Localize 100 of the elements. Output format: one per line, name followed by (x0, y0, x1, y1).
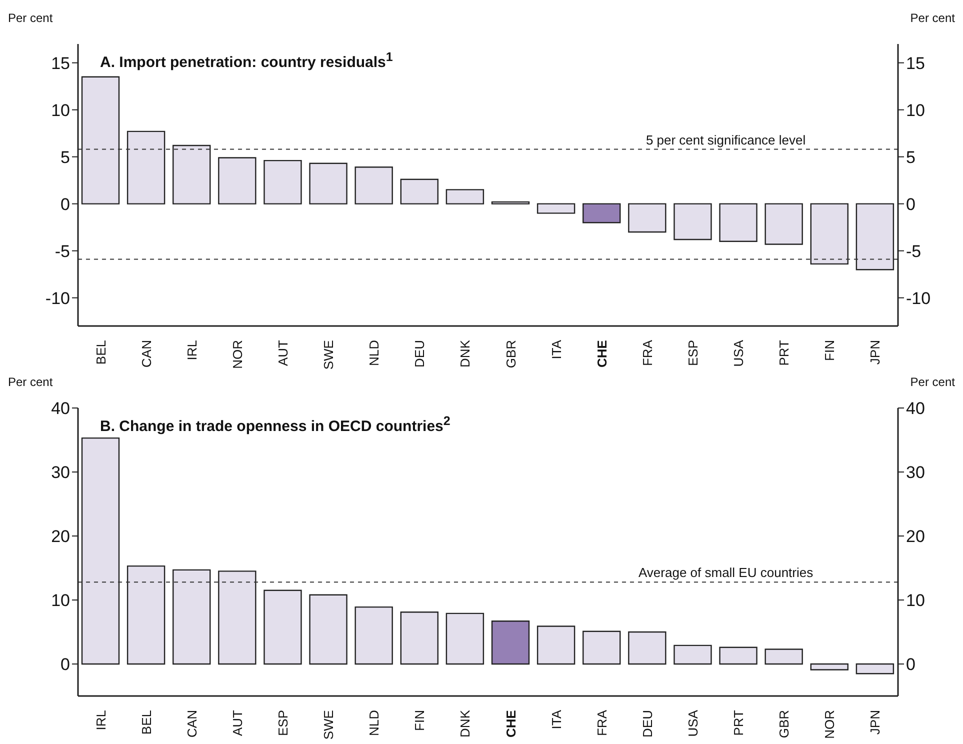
x-tick-label: USA (686, 710, 700, 737)
x-tick-label: FRA (640, 340, 655, 366)
x-tick-label: AUT (230, 710, 245, 736)
y2-tick-label: -10 (906, 288, 931, 308)
y2-axis-title: Per cent (910, 11, 956, 25)
x-tick-label: DEU (640, 710, 655, 738)
x-tick-label: CAN (184, 710, 200, 738)
bar (719, 646, 758, 665)
x-tick-label: JPN (868, 710, 883, 735)
x-tick-label: NOR (230, 340, 245, 369)
x-tick-label: PRT (731, 710, 746, 736)
bar (810, 663, 848, 670)
bar (354, 166, 393, 204)
bar (628, 631, 666, 665)
bar (628, 203, 666, 233)
y-tick-label: 0 (60, 655, 70, 674)
bar (309, 594, 348, 665)
y2-tick-label: 40 (906, 399, 925, 418)
x-tick-label: BEL (93, 340, 108, 365)
y2-axis-title: Per cent (910, 375, 956, 389)
x-tick-label: DEU (412, 340, 428, 368)
x-tick-label: NLD (366, 710, 382, 736)
ref-line-label: Average of small EU countries (638, 565, 814, 580)
text: B. Change in trade openness in OECD countries$^{2}$ (100, 414, 450, 435)
bar (764, 203, 803, 245)
bar (264, 590, 302, 665)
bar (536, 626, 576, 665)
x-tick-label: AUT (276, 340, 290, 366)
x-tick-label: ESP (686, 340, 700, 366)
text: A. Import penetration: country residuals$^{1}$ (100, 50, 393, 71)
bar (582, 630, 621, 665)
bar (81, 437, 120, 665)
bar (764, 648, 803, 665)
x-tick-label: CHE (503, 710, 518, 738)
bar (309, 162, 348, 204)
bar (126, 565, 166, 665)
y-tick-label: 10 (51, 591, 70, 610)
bar (172, 569, 211, 665)
x-tick-label: NLD (366, 340, 382, 366)
bar (446, 612, 484, 665)
y-tick-label: -5 (54, 242, 70, 261)
x-tick-label: USA (731, 340, 746, 367)
x-tick-label: ITA (548, 340, 564, 360)
bar (856, 663, 894, 674)
bar (218, 570, 256, 665)
x-tick-label: BEL (138, 710, 154, 735)
x-tick-label: DNK (458, 340, 473, 368)
y-tick-label: 0 (60, 194, 70, 214)
bar (536, 203, 576, 214)
x-tick-label: FRA (594, 710, 610, 736)
bar (582, 203, 621, 224)
y2-tick-label: 30 (906, 463, 925, 482)
x-tick-label: CHE (594, 340, 610, 368)
bar (446, 189, 484, 204)
bar (400, 612, 438, 665)
x-tick-label: ESP (276, 710, 290, 736)
y2-tick-label: 0 (906, 194, 916, 214)
x-tick-label: CAN (138, 340, 154, 368)
y2-tick-label: 5 (906, 148, 916, 167)
bar (856, 203, 894, 270)
x-tick-label: NOR (822, 710, 838, 739)
bar (81, 76, 120, 204)
x-tick-label: IRL (184, 340, 200, 360)
bar (674, 644, 712, 665)
y-axis-title: Per cent (8, 11, 54, 25)
bar (719, 203, 758, 242)
x-tick-label: FIN (412, 710, 428, 731)
y-tick-label: 10 (51, 100, 70, 120)
y-tick-label: -10 (45, 288, 70, 308)
y2-tick-label: -5 (906, 242, 922, 261)
x-tick-label: ITA (548, 710, 564, 730)
x-tick-label: GBR (776, 710, 792, 738)
bar (218, 157, 256, 204)
y2-tick-label: 10 (906, 100, 925, 120)
ref-line-label: 5 per cent significance level (646, 132, 806, 148)
bar (810, 203, 848, 265)
bar (126, 130, 166, 204)
x-tick-label: PRT (776, 340, 792, 366)
y2-tick-label: 15 (906, 54, 925, 73)
x-tick-label: GBR (503, 340, 518, 368)
x-tick-label: SWE (321, 710, 336, 740)
y-tick-label: 30 (51, 463, 70, 482)
y-tick-label: 5 (60, 148, 70, 167)
x-tick-label: SWE (321, 340, 336, 370)
bar (264, 160, 302, 204)
bar (674, 203, 712, 240)
y2-tick-label: 20 (906, 527, 925, 546)
x-tick-label: IRL (93, 710, 108, 730)
y-tick-label: 15 (51, 54, 70, 73)
x-tick-label: FIN (822, 340, 838, 361)
bar (172, 144, 211, 204)
y2-tick-label: 0 (906, 655, 916, 674)
bar (400, 178, 438, 204)
y2-tick-label: 10 (906, 591, 925, 610)
bar (354, 606, 393, 665)
bar (491, 620, 530, 665)
y-axis-title: Per cent (8, 375, 54, 389)
x-tick-label: JPN (868, 340, 883, 365)
x-tick-label: DNK (458, 710, 473, 738)
y-tick-label: 40 (51, 399, 70, 418)
